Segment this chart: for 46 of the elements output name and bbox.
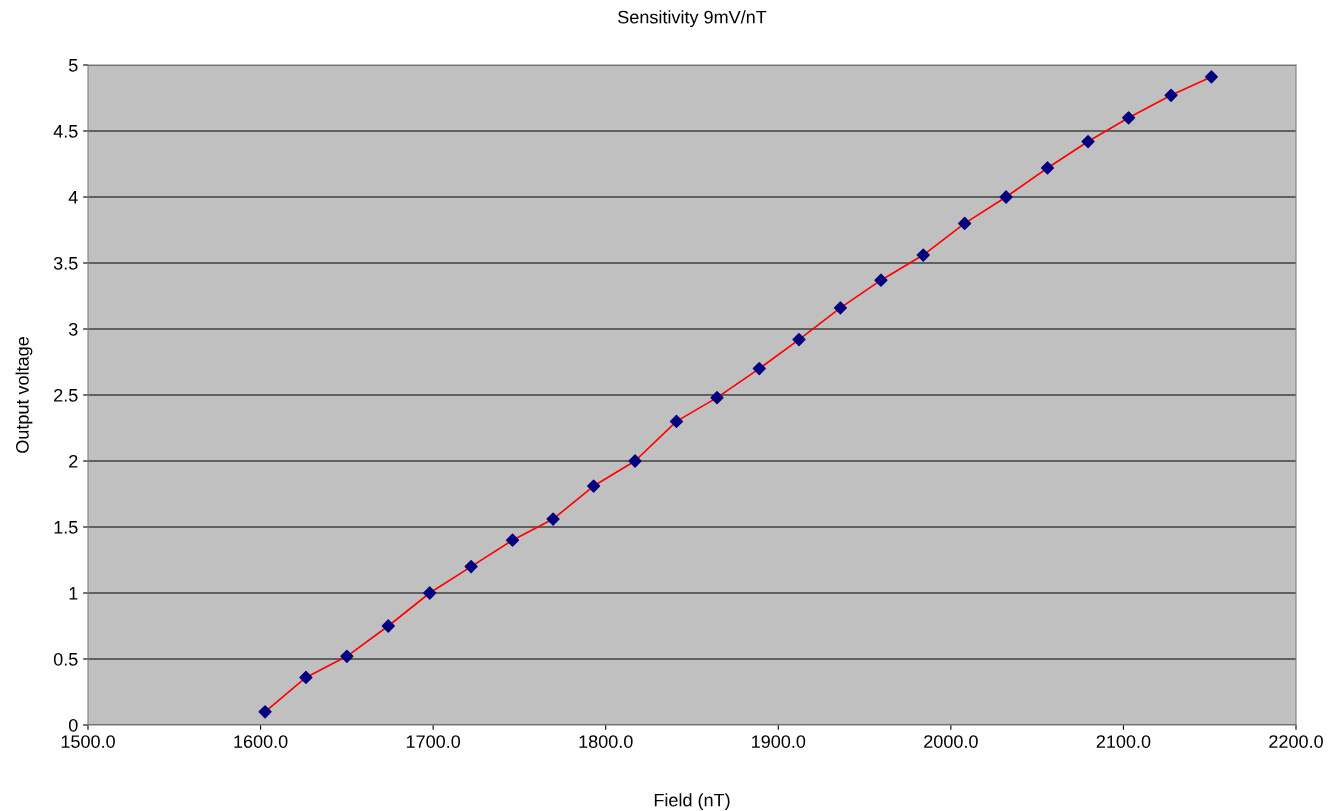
x-axis-title: Field (nT) bbox=[654, 793, 730, 811]
x-tick-label: 2200.0 bbox=[1269, 735, 1323, 748]
point bbox=[1164, 88, 1178, 102]
point bbox=[628, 454, 642, 468]
y-tick-label: 3.5 bbox=[53, 256, 78, 270]
y-tick-label: 4.5 bbox=[53, 125, 78, 138]
y-tick-label: 3 bbox=[68, 322, 78, 336]
x-tick-label: 2100.0 bbox=[1096, 735, 1151, 748]
x-tick-label: 1600.0 bbox=[234, 735, 288, 748]
y-tick-label: 4 bbox=[68, 191, 78, 204]
x-tick-label: 1900.0 bbox=[752, 735, 806, 748]
point bbox=[546, 512, 560, 526]
point bbox=[1081, 134, 1095, 149]
point bbox=[1040, 161, 1055, 175]
x-tick-label: 1800.0 bbox=[579, 735, 633, 748]
point bbox=[299, 670, 313, 685]
y-axis-title: Output voltage bbox=[15, 337, 33, 453]
y-tick-label: 0.5 bbox=[53, 652, 78, 666]
point bbox=[752, 362, 766, 376]
x-tick-label: 1700.0 bbox=[406, 735, 461, 748]
y-tick-label: 2.5 bbox=[54, 388, 78, 402]
point bbox=[340, 649, 354, 663]
point bbox=[833, 301, 847, 315]
y-tick-label: 1 bbox=[69, 587, 78, 600]
y-tick-label: 2 bbox=[69, 454, 78, 468]
point bbox=[874, 273, 888, 287]
point bbox=[464, 560, 478, 574]
y-tick-label: 5 bbox=[68, 59, 78, 72]
point bbox=[792, 332, 806, 347]
point bbox=[505, 533, 520, 547]
point bbox=[423, 586, 437, 600]
point bbox=[258, 705, 272, 719]
point bbox=[710, 391, 724, 405]
point bbox=[999, 190, 1013, 204]
y-tick-label: 1.5 bbox=[54, 521, 78, 534]
point bbox=[669, 414, 684, 428]
point bbox=[587, 479, 601, 493]
chart-title: Sensitivity 9mV/nT bbox=[618, 10, 767, 28]
x-tick-label: 2000.0 bbox=[924, 735, 978, 748]
point bbox=[381, 619, 395, 633]
point bbox=[916, 248, 930, 262]
x-tick-label: 1500.0 bbox=[61, 735, 115, 748]
y-tick-label: 0 bbox=[68, 718, 78, 732]
point bbox=[958, 216, 972, 230]
point bbox=[1122, 111, 1136, 125]
point bbox=[1204, 70, 1219, 84]
